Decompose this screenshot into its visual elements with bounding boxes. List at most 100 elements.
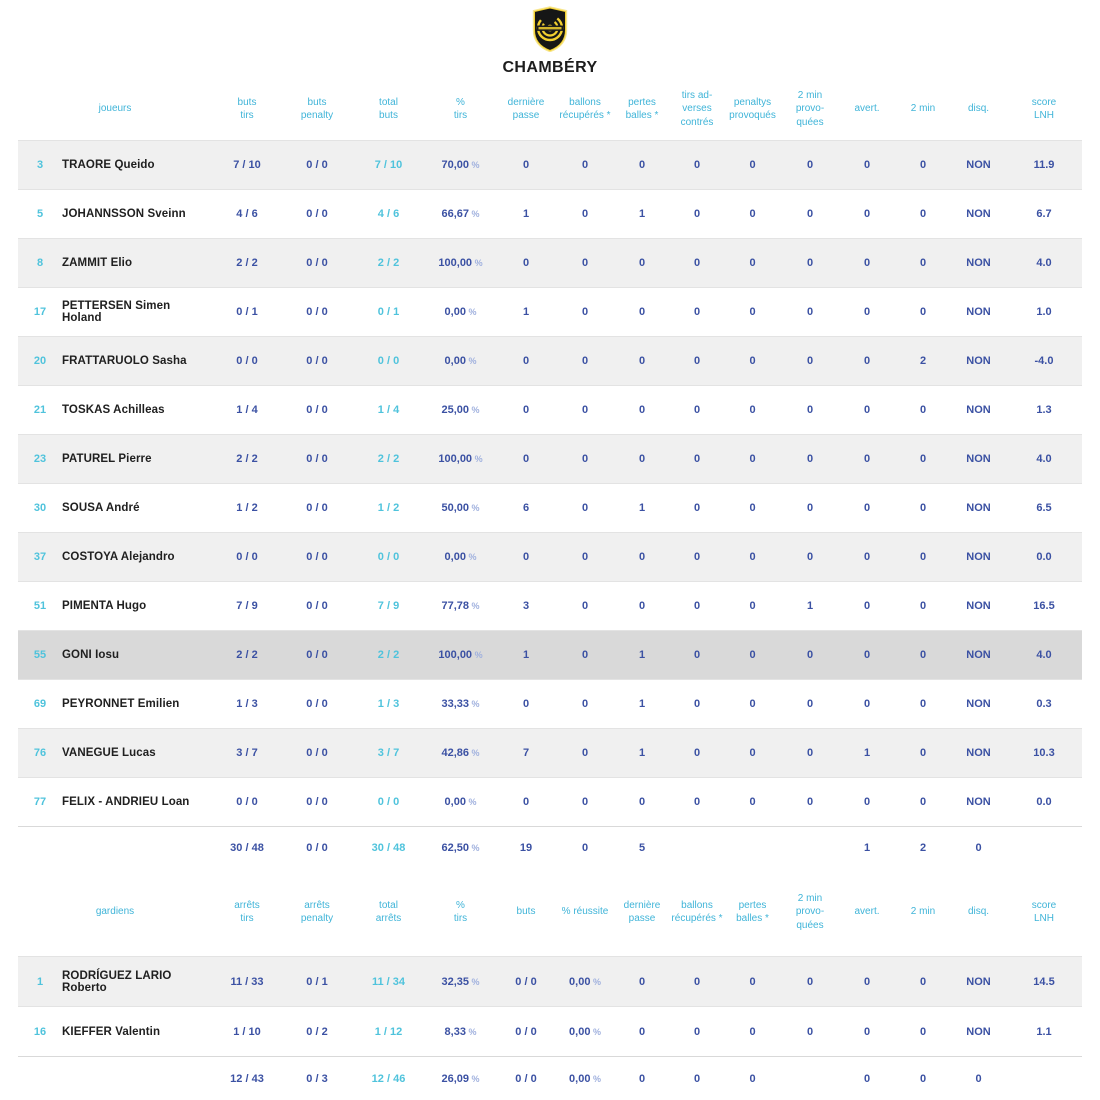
jersey-number: 55: [33, 649, 47, 661]
stat-cell: 0: [749, 208, 756, 220]
stat-cell: 0: [522, 257, 530, 269]
stat-cell: 0: [693, 257, 701, 269]
player-row[interactable]: 76 VANEGUE Lucas 3 / 7 0 / 0 3 / 7 42,86 % 7 0 1…: [18, 728, 1082, 777]
total-cell: 2: [919, 841, 927, 854]
stat-cell: 2 / 2: [236, 649, 258, 661]
stat-cell: 0 / 0: [306, 159, 328, 171]
stat-cell: 0 / 0: [306, 404, 328, 416]
stat-cell: 1 / 3: [236, 698, 258, 710]
stat-cell: 7 / 10: [233, 159, 261, 171]
stat-cell: 0: [863, 796, 871, 808]
players-column-header: pertes balles *: [625, 96, 659, 121]
player-row[interactable]: 21 TOSKAS Achilleas 1 / 4 0 / 0 1 / 4 25,00 %…: [18, 385, 1082, 434]
stat-cell: 7: [522, 747, 530, 759]
stat-cell: 100,00 %: [438, 649, 483, 661]
stat-cell: 2 / 2: [377, 257, 400, 269]
stat-cell: NON: [966, 257, 991, 269]
player-row[interactable]: 23 PATUREL Pierre 2 / 2 0 / 0 2 / 2 100,00 % 0…: [18, 434, 1082, 483]
stat-cell: 0: [749, 453, 756, 465]
percent-sign: %: [465, 552, 477, 562]
players-column-header: ballons récupérés *: [559, 96, 611, 121]
percent-sign: %: [465, 797, 477, 807]
stat-cell: 8,33 %: [444, 1025, 477, 1038]
player-name: PIMENTA Hugo: [62, 600, 147, 612]
goalkeepers-column-header: arrêts penalty: [300, 899, 334, 924]
stat-cell: 0 / 0: [377, 355, 400, 367]
player-row[interactable]: 77 FELIX - ANDRIEU Loan 0 / 0 0 / 0 0 / 0 0,0…: [18, 777, 1082, 826]
stat-cell: 0: [806, 453, 814, 465]
player-row[interactable]: 51 PIMENTA Hugo 7 / 9 0 / 0 7 / 9 77,78 % 3 0 0 0…: [18, 581, 1082, 630]
player-row[interactable]: 8 ZAMMIT Elio 2 / 2 0 / 0 2 / 2 100,00 % 0 0 0 0 0…: [18, 238, 1082, 287]
stat-cell: 0: [806, 257, 814, 269]
goalkeepers-column-header: % tirs: [453, 899, 468, 924]
player-row[interactable]: 55 GONI Iosu 2 / 2 0 / 0 2 / 2 100,00 % 1 0 1 0 0 0…: [18, 630, 1082, 679]
percent-sign: %: [465, 1026, 477, 1037]
player-row[interactable]: 3 TRAORE Queido 7 / 10 0 / 0 7 / 10 70,00 % 0 0…: [18, 140, 1082, 189]
stat-cell: 0: [638, 306, 646, 318]
stat-cell: 1: [806, 600, 814, 612]
player-name: FRATTARUOLO Sasha: [62, 355, 187, 367]
stat-cell: 100,00 %: [438, 257, 483, 269]
goalkeepers-column-header: 2 min: [910, 906, 936, 918]
stat-cell: 0 / 0: [377, 551, 400, 563]
stat-cell: 1: [863, 747, 871, 759]
stat-cell: 4 / 6: [377, 208, 400, 220]
player-name: TRAORE Queido: [62, 159, 155, 171]
stat-cell: 1: [638, 747, 646, 759]
stat-cell: 0: [806, 747, 814, 759]
players-column-header: 2 min provo- quées: [795, 90, 825, 128]
percent-sign: %: [469, 1073, 480, 1084]
stat-cell: 4.0: [1036, 453, 1052, 465]
players-header-row: joueurs buts tirs buts penalty total buts % …: [18, 78, 1082, 140]
stat-cell: 0: [806, 306, 814, 318]
percent-sign: %: [469, 160, 480, 170]
stat-cell: 32,35 %: [441, 975, 480, 988]
stat-cell: 0 / 0: [306, 796, 328, 808]
stat-cell: 0: [806, 502, 814, 514]
stat-cell: 0 / 0: [306, 600, 328, 612]
stat-cell: NON: [966, 975, 991, 988]
player-row[interactable]: 30 SOUSA André 1 / 2 0 / 0 1 / 2 50,00 % 6 0 1 0 0…: [18, 483, 1082, 532]
goalkeepers-column-header: buts: [516, 906, 536, 918]
stat-cell: 0: [581, 698, 589, 710]
stat-cell: 16.5: [1033, 600, 1055, 612]
percent-sign: %: [469, 699, 480, 709]
player-row[interactable]: 17 PETTERSEN Simen Holand 0 / 1 0 / 0 0 / 1 0…: [18, 287, 1082, 336]
player-row[interactable]: 5 JOHANNSSON Sveinn 4 / 6 0 / 0 4 / 6 66,67 %…: [18, 189, 1082, 238]
goalkeeper-row[interactable]: 16 KIEFFER Valentin 1 / 10 0 / 2 1 / 12 8,33 …: [18, 1006, 1082, 1056]
stat-cell: 0: [863, 208, 871, 220]
jersey-number: 3: [36, 159, 44, 171]
players-column-header: disq.: [967, 103, 990, 115]
stat-cell: 4.0: [1036, 649, 1052, 661]
stat-cell: NON: [966, 208, 991, 220]
stat-cell: 4 / 6: [236, 208, 258, 220]
player-row[interactable]: 37 COSTOYA Alejandro 0 / 0 0 / 0 0 / 0 0,00 %…: [18, 532, 1082, 581]
stat-cell: 6: [522, 502, 530, 514]
stat-cell: 0: [638, 975, 646, 988]
stat-cell: 11.9: [1033, 159, 1055, 171]
total-cell: 0 / 0: [515, 1072, 537, 1085]
stat-cell: NON: [966, 649, 991, 661]
players-column-header: penaltys provoqués: [729, 96, 776, 121]
percent-sign: %: [469, 601, 480, 611]
player-name: COSTOYA Alejandro: [62, 551, 175, 563]
stat-cell: 0: [693, 159, 701, 171]
percent-sign: %: [469, 976, 480, 987]
stat-cell: 0,00 %: [444, 551, 477, 563]
stat-cell: 0 / 2: [306, 1025, 328, 1038]
stat-cell: 1 / 10: [233, 1025, 261, 1038]
players-column-header: buts penalty: [300, 96, 334, 121]
stat-cell: 7 / 10: [374, 159, 403, 171]
stat-cell: 7 / 9: [236, 600, 258, 612]
players-column-header: % tirs: [453, 96, 468, 121]
jersey-number: 16: [33, 1025, 47, 1038]
jersey-number: 76: [33, 747, 47, 759]
jersey-number: 21: [33, 404, 47, 416]
player-row[interactable]: 69 PEYRONNET Emilien 1 / 3 0 / 0 1 / 3 33,33 …: [18, 679, 1082, 728]
stat-cell: 0: [919, 208, 927, 220]
goalkeeper-row[interactable]: 1 RODRÍGUEZ LARIO Roberto 11 / 33 0 / 1 11 /…: [18, 956, 1082, 1006]
stat-cell: 0: [522, 404, 530, 416]
goalkeepers-column-header: pertes balles *: [736, 899, 769, 924]
